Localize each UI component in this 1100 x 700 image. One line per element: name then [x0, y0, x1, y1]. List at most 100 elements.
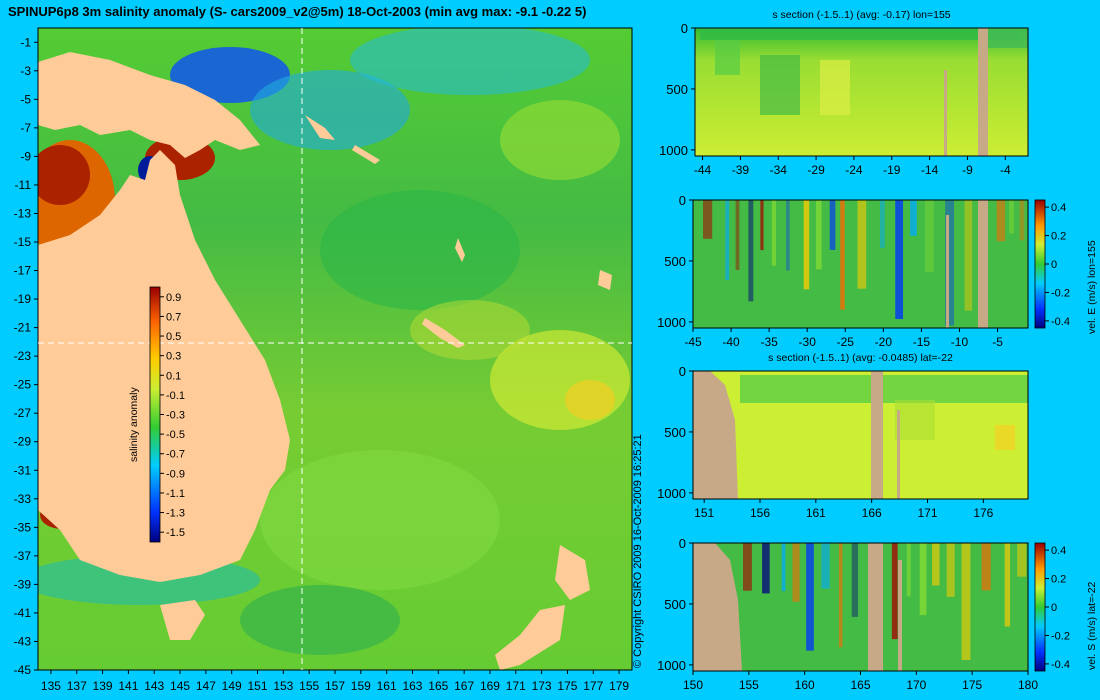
- section-y-tick-label: 1000: [657, 658, 686, 673]
- map-y-tick-label: -11: [15, 178, 32, 192]
- map-y-tick-label: -41: [14, 606, 32, 620]
- section-y-tick-label: 0: [681, 21, 688, 36]
- map-y-tick-label: -29: [14, 435, 32, 449]
- map-x-tick-label: 167: [454, 679, 474, 693]
- section-y-tick-label: 500: [664, 254, 686, 269]
- map-colorbar-tick-label: 0.3: [166, 351, 181, 363]
- section-x-tick-label: -24: [845, 163, 863, 177]
- map-colorbar-tick-label: -1.3: [166, 508, 185, 520]
- section-1-title: s section (-1.5..1) (avg: -0.17) lon=155: [772, 9, 951, 21]
- section-y-tick-label: 1000: [659, 143, 688, 158]
- map-colorbar-ticks: 0.9 0.7 0.5 0.3 0.1 -0.1 -0.3 -0.5 -0.7 -0.9 -1.1 -…: [160, 292, 185, 539]
- section-4-colorbar: [1034, 542, 1046, 672]
- map-colorbar: [149, 286, 161, 543]
- section-x-tick-label: 156: [750, 506, 770, 520]
- map-colorbar-tick-label: -0.5: [166, 429, 185, 441]
- map-x-tick-label: 165: [428, 679, 448, 693]
- section-x-tick-label: 165: [850, 678, 870, 692]
- section-x-tick-label: -14: [921, 163, 939, 177]
- section-1-field: [695, 28, 1028, 156]
- section-colorbar-tick-label: -0.4: [1051, 316, 1070, 328]
- map-y-tick-label: -23: [14, 349, 32, 363]
- section-x-tick-label: -34: [770, 163, 788, 177]
- map-x-tick-label: 137: [67, 679, 87, 693]
- map-y-tick-label: -27: [14, 406, 32, 420]
- map-colorbar-tick-label: -0.1: [166, 390, 185, 402]
- map-colorbar-tick-label: -1.1: [166, 488, 185, 500]
- map-x-tick-label: 175: [557, 679, 577, 693]
- map-y-tick-label: -9: [20, 149, 31, 163]
- map-y-tick-label: -3: [20, 64, 31, 78]
- map-colorbar-tick-label: -1.5: [166, 527, 185, 539]
- map-x-tick-label: 171: [506, 679, 526, 693]
- section-colorbar-tick-label: -0.4: [1051, 659, 1070, 671]
- page-title: SPINUP6p8 3m salinity anomaly (S- cars20…: [8, 4, 587, 19]
- section-x-tick-label: -19: [883, 163, 901, 177]
- map-panel: 135 137 139 141 143 145 147 149 151 153 155 157 159 1…: [14, 27, 633, 693]
- section-x-tick-label: -45: [684, 335, 702, 349]
- map-x-tick-label: 169: [480, 679, 500, 693]
- section-y-tick-label: 0: [679, 364, 686, 379]
- map-x-tick-label: 159: [351, 679, 371, 693]
- map-y-tick-label: -1: [20, 35, 31, 49]
- section-colorbar-tick-label: 0.2: [1051, 231, 1066, 243]
- section-y-tick-label: 0: [679, 536, 686, 551]
- section-y-tick-label: 0: [679, 193, 686, 208]
- section-colorbar-tick-label: 0.4: [1051, 545, 1066, 557]
- section-colorbar-tick-label: 0: [1051, 259, 1057, 271]
- map-x-tick-label: 157: [325, 679, 345, 693]
- map-x-tick-label: 163: [402, 679, 422, 693]
- section-x-tick-label: 160: [795, 678, 815, 692]
- section-x-tick-label: 166: [862, 506, 882, 520]
- section-panel-4: 150 155 160 165 170 175 180 0 500 1000 0.4 0.2 0 -0.2…: [657, 536, 1070, 692]
- section-y-tick-label: 1000: [657, 486, 686, 501]
- map-y-tick-label: -25: [14, 378, 32, 392]
- map-x-axis: 135 137 139 141 143 145 147 149 151 153 155 157 159 1…: [41, 670, 629, 693]
- section-x-tick-label: -9: [962, 163, 973, 177]
- map-y-tick-label: -43: [14, 634, 32, 648]
- map-x-tick-label: 145: [170, 679, 190, 693]
- section-x-tick-label: 150: [683, 678, 703, 692]
- map-colorbar-tick-label: 0.1: [166, 370, 181, 382]
- map-x-tick-label: 135: [41, 679, 61, 693]
- map-x-tick-label: 149: [222, 679, 242, 693]
- section-x-tick-label: -10: [951, 335, 969, 349]
- map-y-tick-label: -13: [14, 206, 32, 220]
- map-land: [38, 52, 612, 670]
- section-x-tick-label: -29: [807, 163, 825, 177]
- section-x-tick-label: 180: [1018, 678, 1038, 692]
- section-colorbar-tick-label: 0.2: [1051, 574, 1066, 586]
- map-y-tick-label: -33: [14, 492, 32, 506]
- section-x-tick-label: 151: [694, 506, 714, 520]
- section-x-tick-label: -40: [722, 335, 740, 349]
- map-y-tick-label: -7: [20, 121, 31, 135]
- section-panel-2: -45 -40 -35 -30 -25 -20 -15 -10 -5 0 500 1000 0.4 0.2…: [657, 193, 1070, 349]
- map-y-tick-label: -17: [14, 264, 32, 278]
- section-x-tick-label: -39: [732, 163, 750, 177]
- map-x-tick-label: 177: [583, 679, 603, 693]
- map-colorbar-tick-label: 0.7: [166, 311, 181, 323]
- map-y-tick-label: -35: [14, 520, 32, 534]
- map-y-tick-label: -31: [14, 463, 32, 477]
- map-y-tick-label: -19: [14, 292, 32, 306]
- copyright-notice: © Copyright CSIRO 2009 16-Oct-2009 16:25…: [632, 434, 644, 668]
- map-colorbar-tick-label: -0.3: [166, 410, 185, 422]
- section-x-tick-label: -30: [799, 335, 817, 349]
- section-x-tick-label: 155: [739, 678, 759, 692]
- section-2-colorbar: [1034, 199, 1046, 329]
- map-x-tick-label: 179: [609, 679, 629, 693]
- map-y-tick-label: -37: [14, 549, 32, 563]
- section-colorbar-tick-label: -0.2: [1051, 287, 1070, 299]
- map-colorbar-tick-label: -0.9: [166, 468, 185, 480]
- section-colorbar-tick-label: -0.2: [1051, 630, 1070, 642]
- section-x-tick-label: 176: [973, 506, 993, 520]
- section-x-tick-label: -20: [875, 335, 893, 349]
- map-y-tick-label: -5: [20, 92, 31, 106]
- map-x-tick-label: 151: [248, 679, 268, 693]
- section-y-tick-label: 1000: [657, 315, 686, 330]
- section-x-tick-label: 161: [806, 506, 826, 520]
- map-x-tick-label: 143: [144, 679, 164, 693]
- section-x-tick-label: 175: [962, 678, 982, 692]
- section-x-tick-label: 170: [906, 678, 926, 692]
